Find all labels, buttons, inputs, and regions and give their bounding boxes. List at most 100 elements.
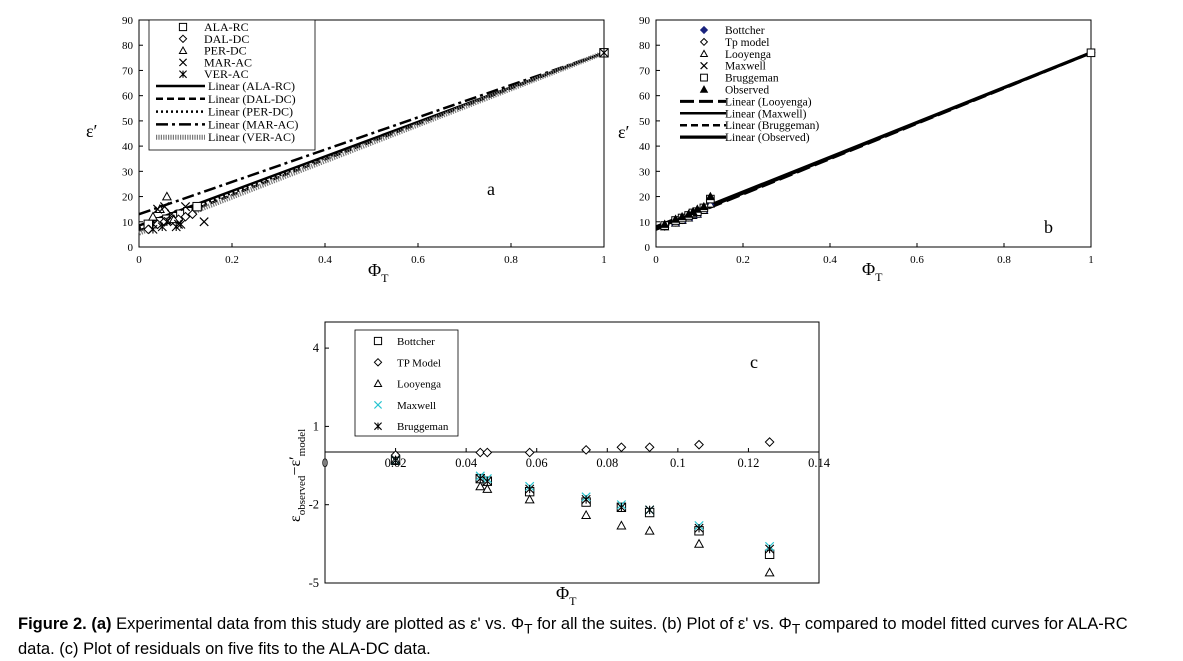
panel-a-legend-marker xyxy=(178,34,188,44)
panel-b-point-observed xyxy=(692,204,702,213)
panel-a-ytick-label: 70 xyxy=(122,65,134,77)
panel-c-point-tp-model xyxy=(581,444,592,455)
panel-c-point-tp-model xyxy=(644,442,655,453)
panel-c-xtick-label: 0.08 xyxy=(596,456,618,470)
panel-b-y-ticks: 0 10 20 30 40 50 60 70 80 90 xyxy=(639,15,660,254)
panel-a-legend-label: Linear (PER-DC) xyxy=(208,105,293,119)
panel-a-ytick-label: 80 xyxy=(122,40,134,52)
caption-figure-label: Figure 2. xyxy=(18,615,87,633)
panel-a-legend-label: PER-DC xyxy=(204,44,247,58)
panel-a-legend-label: Linear (DAL-DC) xyxy=(208,92,296,106)
panel-c-legend-label: TP Model xyxy=(397,357,441,369)
panel-b-fit-linear-observed- xyxy=(655,51,1092,229)
panel-a-legend-label: Linear (ALA-RC) xyxy=(208,79,295,93)
panel-a-legend-label: DAL-DC xyxy=(204,32,249,46)
panel-c-ylabel-sub2: model xyxy=(296,429,308,457)
panel-c-legend-marker xyxy=(374,422,382,431)
panel-b-ytick-label: 40 xyxy=(639,141,651,153)
panel-c-xtick-label: 0.04 xyxy=(455,456,478,470)
panel-c-point-looyenga xyxy=(693,538,705,548)
panel-c-legend: Bottcher TP Model Looyenga Maxwell Bruggeman xyxy=(354,329,459,437)
panel-a: 0 10 20 30 40 50 60 70 80 90 0 0.2 0.4 0.6 0.8 1 ε′ ΦT… xyxy=(86,15,609,285)
panel-a-xtick-label: 0.6 xyxy=(411,254,425,266)
panel-a-plot-frame xyxy=(138,19,605,248)
panel-c-xtick-label: 0.14 xyxy=(808,456,831,470)
panel-a-ytick-label: 0 xyxy=(128,242,134,254)
panel-a-legend-marker xyxy=(179,70,187,79)
panel-c: 41-2-5 00.020.040.060.080.10.120.14 Bott… xyxy=(287,321,831,608)
panel-b-legend-label: Bruggeman xyxy=(725,73,779,85)
panel-c-xlabel: ΦT xyxy=(556,583,577,608)
panel-a-ytick-label: 20 xyxy=(122,192,134,204)
panel-c-point-bruggeman xyxy=(482,476,492,486)
panel-b-markers xyxy=(660,48,1096,231)
caption-a-label: (a) xyxy=(91,615,112,633)
caption-text-b: for all the suites. (b) Plot of ε' vs. Φ xyxy=(537,615,792,633)
panel-a-point-ver-ac xyxy=(162,217,172,227)
panel-c-point-tp-model xyxy=(694,439,704,450)
panel-b-xlabel-main: Φ xyxy=(862,259,875,279)
panel-b-xtick-label: 1 xyxy=(1088,254,1094,266)
panel-c-point-looyenga xyxy=(644,525,655,535)
panel-b-xtick-label: 0.4 xyxy=(823,254,837,266)
panel-b-legend-label: Linear (Looyenga) xyxy=(725,96,812,108)
panel-b-xtick-label: 0.2 xyxy=(736,254,750,266)
panel-a-markers xyxy=(143,48,609,235)
panel-a-ytick-label: 40 xyxy=(122,141,134,153)
panel-a-ytick-label: 60 xyxy=(122,91,134,103)
panel-b-xtick-label: 0 xyxy=(653,254,659,266)
panel-b-legend-label: Bottcher xyxy=(725,25,765,37)
panel-a-point-mar-ac xyxy=(180,202,191,212)
panel-a-xtick-label: 1 xyxy=(601,254,607,266)
panel-b-legend-marker xyxy=(700,61,708,70)
figure-caption: Figure 2. (a) Experimental data from thi… xyxy=(18,614,1168,660)
panel-a-ytick-label: 50 xyxy=(122,116,134,128)
panel-b-point-observed xyxy=(660,219,670,228)
panel-b-ytick-label: 30 xyxy=(639,166,651,178)
panel-c-point-looyenga xyxy=(482,483,493,493)
panel-a-point-mar-ac xyxy=(152,204,163,214)
panel-b-legend-label: Maxwell xyxy=(725,61,766,73)
panel-a-ytick-label: 30 xyxy=(122,166,134,178)
panel-c-xtick-label: 0.1 xyxy=(670,456,686,470)
panel-c-point-looyenga xyxy=(616,520,627,530)
panel-c-ytick-label: -5 xyxy=(309,576,319,590)
panel-c-legend-box xyxy=(354,329,459,437)
panel-b-ytick-label: 20 xyxy=(639,192,651,204)
panel-c-legend-label: Maxwell xyxy=(397,400,436,412)
panel-a-point-mar-ac xyxy=(166,209,177,219)
panel-c-y-ticks: 4 1 -2 -5 xyxy=(309,341,329,590)
panel-c-point-tp-model xyxy=(475,447,486,458)
panel-a-point-mar-ac xyxy=(199,217,209,227)
panel-a-fit-linear-ver-ac- xyxy=(138,50,605,236)
panel-a-ylabel: ε′ xyxy=(86,121,98,141)
panel-c-ylabel: εobserved−ε′model xyxy=(287,429,308,522)
panel-b-xlabel-sub: T xyxy=(875,270,883,284)
panel-c-legend-marker xyxy=(373,400,383,409)
panel-a-legend-label: VER-AC xyxy=(204,67,249,81)
panel-b-legend-label: Linear (Observed) xyxy=(725,132,810,144)
panel-a-xlabel-main: Φ xyxy=(368,260,381,280)
panel-b-fit-lines xyxy=(655,51,1092,231)
panel-a-point-per-dc xyxy=(168,214,179,224)
panel-c-ylabel-mid: −ε′ xyxy=(287,456,304,475)
panel-c-point-tp-model xyxy=(616,442,627,453)
panel-b-point-observed xyxy=(670,214,681,223)
panel-a-legend-marker xyxy=(178,58,188,67)
panel-a-legend-label: ALA-RC xyxy=(204,20,249,34)
panel-b-ytick-label: 10 xyxy=(639,217,651,229)
panel-b-plot-frame xyxy=(655,19,1092,248)
panel-a-legend-label: MAR-AC xyxy=(204,55,252,69)
panel-c-xtick-label: 0.06 xyxy=(526,456,548,470)
panel-a-ytick-label: 90 xyxy=(122,15,134,27)
panel-a-point-ala-rc xyxy=(192,201,202,212)
panel-c-legend-label: Bruggeman xyxy=(397,421,449,433)
panel-c-point-bruggeman xyxy=(475,474,485,484)
panel-c-point-looyenga xyxy=(524,494,535,504)
panel-a-point-mar-ac xyxy=(159,202,170,212)
panel-c-xlabel-sub: T xyxy=(569,594,577,608)
panel-b-ytick-label: 60 xyxy=(639,91,651,103)
